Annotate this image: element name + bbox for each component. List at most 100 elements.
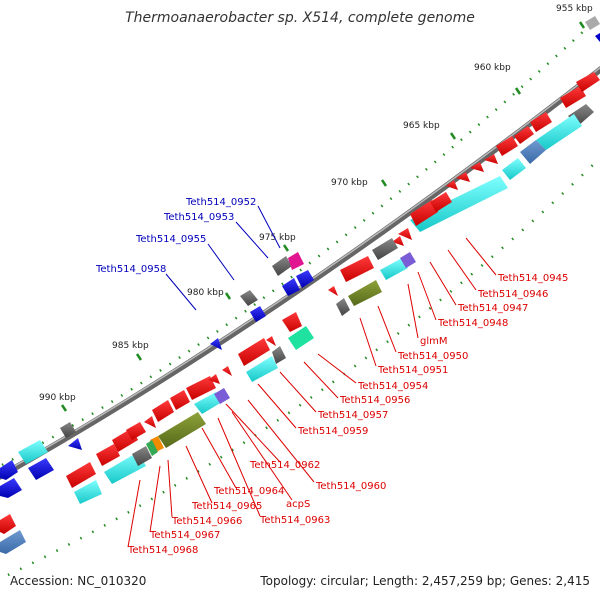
gene-label-glmm[interactable]: glmM — [420, 336, 448, 347]
gene-arrow[interactable] — [208, 374, 220, 384]
gene-arrow[interactable] — [150, 436, 164, 452]
gene-arrow[interactable] — [282, 312, 302, 332]
map-title: Thermoanaerobacter sp. X514, complete ge… — [125, 10, 475, 26]
gene-arrow[interactable] — [520, 140, 546, 164]
ruler-label-980: 980 kbp — [187, 288, 224, 298]
gene-arrow[interactable] — [250, 306, 266, 322]
gene-arrow[interactable] — [340, 256, 374, 282]
ruler-ticks — [60, 21, 586, 412]
gene-arrow[interactable] — [66, 462, 96, 488]
gene-label-teth514-0954[interactable]: Teth514_0954 — [357, 381, 428, 392]
gene-label-teth514-0962[interactable]: Teth514_0962 — [249, 460, 320, 471]
gene-arrow[interactable] — [595, 33, 600, 42]
ruler-label-975: 975 kbp — [259, 233, 296, 243]
gene-arrow[interactable] — [470, 162, 484, 172]
gene-arrow[interactable] — [0, 514, 16, 534]
gene-label-acps[interactable]: acpS — [286, 499, 310, 510]
gene-arrow[interactable] — [186, 376, 216, 400]
gene-arrow[interactable] — [400, 252, 416, 268]
gene-arrow[interactable] — [152, 400, 174, 422]
gene-arrow[interactable] — [60, 422, 76, 438]
gene-arrow[interactable] — [530, 112, 552, 132]
gene-arrow[interactable] — [372, 238, 398, 260]
gene-arrow[interactable] — [410, 176, 508, 232]
gene-arrow[interactable] — [74, 480, 102, 504]
gene-label-teth514-0951[interactable]: Teth514_0951 — [377, 365, 448, 376]
gene-arrow[interactable] — [18, 440, 48, 464]
gene-arrow[interactable] — [288, 252, 304, 270]
position-ring — [1, 17, 599, 467]
ruler-label-965: 965 kbp — [403, 121, 440, 131]
gene-arrow[interactable] — [132, 446, 152, 466]
gene-arrow[interactable] — [502, 158, 526, 180]
gene-arrow[interactable] — [170, 390, 190, 410]
gene-arrow[interactable] — [272, 346, 286, 364]
gene-arrow[interactable] — [392, 236, 404, 246]
gene-arrow[interactable] — [296, 270, 314, 288]
gene-arrow[interactable] — [536, 114, 582, 150]
gene-arrow[interactable] — [0, 478, 22, 498]
gene-arrow[interactable] — [456, 172, 470, 182]
gene-label-teth514-0947[interactable]: Teth514_0947 — [457, 303, 528, 314]
gene-arrow[interactable] — [0, 530, 26, 554]
gene-arrow[interactable] — [0, 460, 18, 480]
gene-label-teth514-0963[interactable]: Teth514_0963 — [259, 515, 330, 526]
ruler-label-955: 955 kbp — [556, 4, 593, 14]
gene-arrow[interactable] — [410, 200, 438, 226]
gene-label-teth514-0965[interactable]: Teth514_0965 — [191, 501, 262, 512]
gene-label-teth514-0960[interactable]: Teth514_0960 — [315, 481, 386, 492]
gene-label-teth514-0945[interactable]: Teth514_0945 — [497, 273, 568, 284]
gene-label-teth514-0948[interactable]: Teth514_0948 — [437, 318, 508, 329]
gene-arrow[interactable] — [126, 422, 146, 440]
gene-arrow[interactable] — [144, 416, 156, 428]
gene-label-teth514-0966[interactable]: Teth514_0966 — [171, 516, 242, 527]
gene-arrow[interactable] — [282, 278, 300, 296]
gene-label-teth514-0946[interactable]: Teth514_0946 — [477, 289, 548, 300]
gene-label-teth514-0959[interactable]: Teth514_0959 — [297, 426, 368, 437]
gene-label-teth514-0956[interactable]: Teth514_0956 — [339, 395, 410, 406]
gene-label-teth514-0968[interactable]: Teth514_0968 — [127, 545, 198, 556]
gene-arrow[interactable] — [348, 280, 382, 306]
gene-label-teth514-0958[interactable]: Teth514_0958 — [95, 264, 166, 275]
ruler-label-970: 970 kbp — [331, 178, 368, 188]
gene-arrow[interactable] — [28, 458, 54, 480]
gene-arrow[interactable] — [585, 16, 600, 30]
gene-arrow[interactable] — [430, 192, 452, 212]
gene-arrow[interactable] — [514, 126, 534, 144]
gene-arrow[interactable] — [328, 286, 338, 296]
gene-arrow[interactable] — [194, 392, 222, 414]
gene-label-teth514-0967[interactable]: Teth514_0967 — [149, 530, 220, 541]
gene-arrow[interactable] — [222, 366, 232, 376]
gene-arrow[interactable] — [214, 388, 230, 404]
gene-arrow[interactable] — [288, 326, 314, 350]
gene-label-teth514-0950[interactable]: Teth514_0950 — [397, 351, 468, 362]
ruler-label-960: 960 kbp — [474, 63, 511, 73]
gene-arrow[interactable] — [240, 290, 258, 306]
gene-arrow[interactable] — [158, 412, 206, 448]
gene-arrow[interactable] — [272, 256, 292, 276]
gene-arrow[interactable] — [446, 180, 458, 190]
gene-arrow[interactable] — [266, 336, 276, 346]
gene-arrow[interactable] — [398, 228, 412, 240]
gene-label-teth514-0957[interactable]: Teth514_0957 — [317, 410, 388, 421]
gene-arrow[interactable] — [484, 154, 498, 164]
gene-arrow[interactable] — [238, 338, 270, 366]
gene-arrow[interactable] — [146, 440, 158, 456]
gene-arrow[interactable] — [210, 338, 222, 350]
gene-label-teth514-0964[interactable]: Teth514_0964 — [213, 486, 284, 497]
gene-label-teth514-0955[interactable]: Teth514_0955 — [135, 234, 206, 245]
gene-arrow[interactable] — [380, 258, 408, 280]
gene-arrow[interactable] — [496, 136, 518, 156]
reverse-label-leaders — [165, 205, 281, 311]
gene-arrow[interactable] — [336, 298, 350, 316]
reverse-strand-features — [0, 16, 600, 498]
gene-label-teth514-0953[interactable]: Teth514_0953 — [163, 212, 234, 223]
gene-arrow[interactable] — [68, 438, 82, 450]
gene-label-teth514-0952[interactable]: Teth514_0952 — [185, 197, 256, 208]
gene-arrow[interactable] — [560, 86, 586, 108]
gene-arrow[interactable] — [96, 444, 120, 466]
gene-arrow[interactable] — [576, 72, 600, 92]
gene-arrow[interactable] — [246, 356, 278, 382]
